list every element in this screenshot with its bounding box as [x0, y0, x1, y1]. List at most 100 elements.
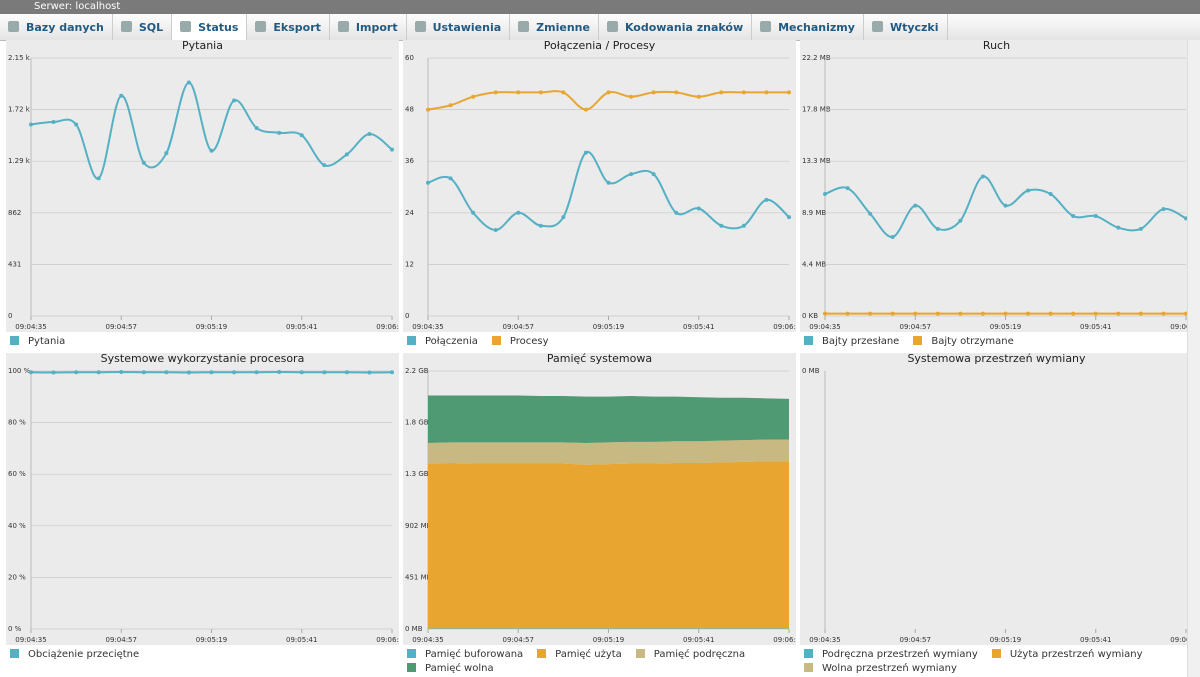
point — [1026, 311, 1031, 316]
chart-title: Ruch — [983, 40, 1010, 52]
point — [741, 90, 746, 95]
tab-icon — [414, 21, 426, 32]
point — [1116, 225, 1121, 230]
x-tick-label: 09:06:03 — [376, 636, 399, 644]
tab-icon — [8, 21, 19, 32]
tab[interactable]: Import — [330, 14, 407, 40]
point — [1116, 311, 1121, 316]
tab[interactable]: Mechanizmy — [752, 14, 864, 40]
y-tick-label: 451 MB — [405, 573, 432, 581]
point — [471, 94, 476, 99]
point — [868, 311, 873, 316]
y-tick-label: 0 MB — [802, 367, 820, 375]
chart: Systemowa przestrzeń wymiany 0 MB 09:04:35… — [800, 353, 1193, 645]
point — [935, 226, 940, 231]
legend-label: Wolna przestrzeń wymiany — [822, 663, 957, 674]
tab[interactable]: SQL — [113, 14, 173, 40]
tab-label: Status — [198, 21, 239, 34]
x-tick-label: 09:04:35 — [15, 636, 46, 644]
x-tick-label: 09:04:35 — [412, 636, 443, 644]
legend-item: Pytania — [10, 336, 65, 347]
x-tick-label: 09:05:19 — [593, 636, 624, 644]
point — [426, 180, 430, 185]
point — [299, 133, 304, 138]
point — [322, 163, 327, 168]
legend-item: Pamięć wolna — [407, 663, 494, 674]
tab-icon — [255, 21, 267, 32]
tab-icon — [337, 21, 349, 32]
point — [538, 90, 543, 95]
point — [164, 370, 169, 375]
y-tick-label: 8.9 MB — [802, 209, 826, 217]
tab[interactable]: Eksport — [247, 14, 330, 40]
x-tick-label: 09:05:41 — [286, 636, 317, 644]
y-tick-label: 20 % — [8, 573, 26, 581]
legend-swatch — [10, 649, 19, 658]
x-tick-label: 09:04:35 — [809, 323, 840, 331]
tab[interactable]: Ustawienia — [407, 14, 511, 40]
point — [186, 370, 191, 375]
scrollbar[interactable] — [1187, 40, 1200, 677]
x-tick-label: 09:06:03 — [773, 323, 796, 331]
point — [719, 223, 724, 228]
y-tick-label: 80 % — [8, 419, 26, 427]
legend-item: Obciążenie przeciętne — [10, 649, 139, 660]
point — [448, 176, 453, 181]
point — [1003, 311, 1008, 316]
legend-swatch — [804, 336, 813, 345]
point — [367, 132, 372, 137]
point — [516, 90, 521, 95]
x-tick-label: 09:05:41 — [683, 636, 714, 644]
point — [51, 120, 56, 125]
tab[interactable]: Status — [172, 14, 248, 40]
chart-panel: Systemowe wykorzystanie procesora 0 % 20 %… — [6, 353, 399, 663]
legend-label: Bajty przesłane — [822, 336, 900, 347]
point — [471, 210, 476, 215]
point — [493, 90, 498, 95]
legend-label: Pamięć podręczna — [653, 649, 746, 660]
legend-swatch — [804, 663, 813, 672]
tab-label: SQL — [138, 21, 164, 34]
y-tick-label: 48 — [405, 106, 414, 114]
point — [583, 107, 588, 112]
legend-swatch — [407, 649, 416, 658]
legend-item: Procesy — [491, 336, 549, 347]
title-bar: Serwer: localhost — [0, 0, 1200, 14]
point — [651, 172, 656, 177]
point — [787, 215, 791, 220]
x-tick-label: 09:04:35 — [809, 636, 840, 644]
point — [96, 370, 101, 375]
area — [428, 439, 789, 465]
point — [367, 370, 372, 375]
y-tick-label: 13.3 MB — [802, 157, 831, 165]
legend-swatch — [491, 336, 501, 345]
point — [913, 311, 918, 316]
legend-swatch — [10, 336, 19, 345]
y-tick-label: 60 — [405, 54, 414, 62]
tab[interactable]: Wtyczki — [864, 14, 948, 40]
x-tick-label: 09:04:57 — [900, 636, 931, 644]
y-tick-label: 1.8 GB — [405, 419, 429, 427]
legend-item: Połączenia — [407, 336, 478, 347]
legend-item: Pamięć użyta — [537, 649, 622, 660]
point — [51, 370, 56, 375]
legend-label: Połączenia — [425, 336, 478, 347]
tab[interactable]: Zmienne — [510, 14, 599, 40]
x-tick-label: 09:05:41 — [286, 323, 317, 331]
tab-icon — [606, 21, 618, 32]
tab-label: Zmienne — [536, 21, 590, 34]
point — [1048, 311, 1053, 316]
tab[interactable]: Bazy danych — [0, 14, 113, 40]
chart-title: Połączenia / Procesy — [544, 40, 656, 52]
y-tick-label: 1.3 GB — [405, 470, 429, 478]
area — [428, 628, 789, 629]
legend-swatch — [913, 336, 923, 345]
legend-label: Podręczna przestrzeń wymiany — [822, 649, 978, 660]
x-tick-label: 09:05:19 — [196, 636, 227, 644]
chart-panel: Pytania 0 431 862 1.29 k 1.72 k 2.15 k 09:04:35… — [6, 40, 399, 350]
x-tick-label: 09:05:19 — [593, 323, 624, 331]
chart: Pytania 0 431 862 1.29 k 1.72 k 2.15 k 09:04:35… — [6, 40, 399, 332]
x-tick-label: 09:05:19 — [196, 323, 227, 331]
tab-label: Eksport — [273, 21, 321, 34]
tab[interactable]: Kodowania znaków — [599, 14, 753, 40]
